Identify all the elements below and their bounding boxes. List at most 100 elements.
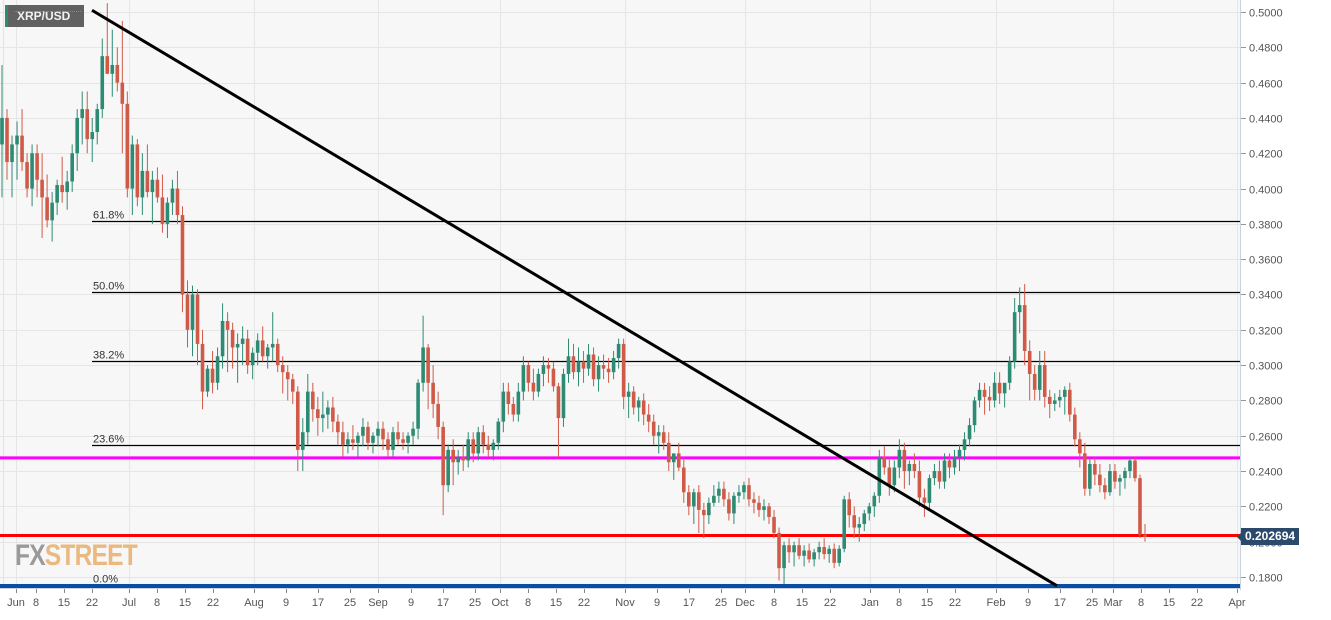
candle (777, 527, 781, 581)
candle (636, 396, 641, 422)
candle (1133, 456, 1137, 482)
candle-body (1128, 460, 1132, 472)
candle-body (581, 361, 586, 369)
candle-body (747, 485, 751, 500)
candle (300, 418, 305, 472)
descending-trendline[interactable] (91, 8, 1058, 588)
candle-body (441, 426, 445, 486)
candle-body (145, 170, 150, 193)
candle (361, 418, 365, 447)
candle-body (526, 365, 531, 383)
candle-body (887, 467, 892, 486)
candle-body (797, 545, 801, 556)
candle-body (897, 449, 902, 468)
candle-body (411, 428, 415, 436)
candle-body (666, 442, 671, 463)
candle (341, 421, 345, 457)
candle (812, 548, 816, 567)
candle (531, 368, 536, 401)
x-tick-label: 22 (824, 597, 836, 609)
candle-body (396, 432, 400, 440)
candle-body (471, 439, 476, 454)
candle-body (591, 354, 596, 380)
symbol-label-dotted-line (14, 11, 81, 12)
candle (787, 538, 791, 563)
candle-body (762, 506, 766, 510)
candle-body (110, 64, 115, 74)
y-tick-label: 0.2400 (1249, 467, 1283, 479)
candle (85, 91, 90, 154)
candle-body (521, 365, 526, 392)
candle (165, 197, 170, 238)
candle-body (832, 548, 836, 563)
candle (1078, 432, 1082, 468)
candle (411, 421, 415, 445)
candle (491, 439, 496, 461)
candle (0, 64, 4, 198)
candle-body (1062, 389, 1067, 397)
fib-label: 0.0% (93, 574, 118, 586)
candle (290, 373, 295, 404)
candle-body (351, 439, 355, 443)
candle-body (992, 382, 997, 401)
candle-body (892, 467, 897, 486)
candle-body (962, 439, 967, 450)
candle-body (912, 463, 917, 472)
candle (842, 495, 847, 553)
candle-body (140, 170, 145, 198)
candle-body (511, 403, 516, 415)
candle-body (195, 294, 200, 344)
candle-body (742, 485, 746, 493)
candle (316, 396, 320, 436)
candle (1088, 456, 1092, 496)
candle-body (336, 421, 340, 433)
candle-body (872, 495, 877, 507)
x-tick-label: 9 (654, 597, 660, 609)
candle (1052, 393, 1057, 412)
candle-body (190, 294, 195, 330)
candle (987, 386, 992, 412)
candle-body (1138, 478, 1142, 535)
candle-body (306, 391, 310, 433)
candle (1083, 442, 1087, 496)
candle (717, 481, 721, 503)
candle-body (997, 382, 1002, 394)
candle-body (371, 435, 375, 443)
candle (481, 425, 486, 454)
candle (351, 425, 355, 450)
candle-body (250, 352, 255, 366)
candle (687, 485, 691, 516)
candle-body (707, 502, 711, 516)
candle-body (210, 368, 215, 383)
candle (1057, 389, 1062, 408)
candle-body (285, 372, 290, 380)
candle-body (566, 356, 571, 374)
candle-body (240, 338, 245, 344)
candle (792, 541, 796, 567)
trendline[interactable] (91, 8, 1058, 588)
candle (892, 460, 897, 493)
candle (406, 432, 410, 454)
y-tick-label: 0.1800 (1249, 573, 1283, 585)
candle (306, 373, 310, 445)
candle (882, 446, 887, 475)
candle (957, 444, 962, 472)
candle-body (571, 356, 576, 373)
candle-body (130, 144, 135, 189)
candle (942, 453, 947, 489)
candle-body (867, 506, 872, 514)
candle-body (807, 550, 811, 560)
candlesticks (0, 3, 1147, 585)
x-tick-label: 9 (1025, 597, 1031, 609)
x-tick-label: Mar (1104, 597, 1123, 609)
candle-body (115, 64, 120, 83)
candle-body (957, 449, 962, 457)
x-tick-label: 25 (469, 597, 481, 609)
x-tick-label: 22 (86, 597, 98, 609)
candle (240, 326, 245, 366)
symbol-text: XRP/USD (17, 9, 71, 23)
candle (265, 343, 270, 369)
candle (767, 502, 771, 525)
